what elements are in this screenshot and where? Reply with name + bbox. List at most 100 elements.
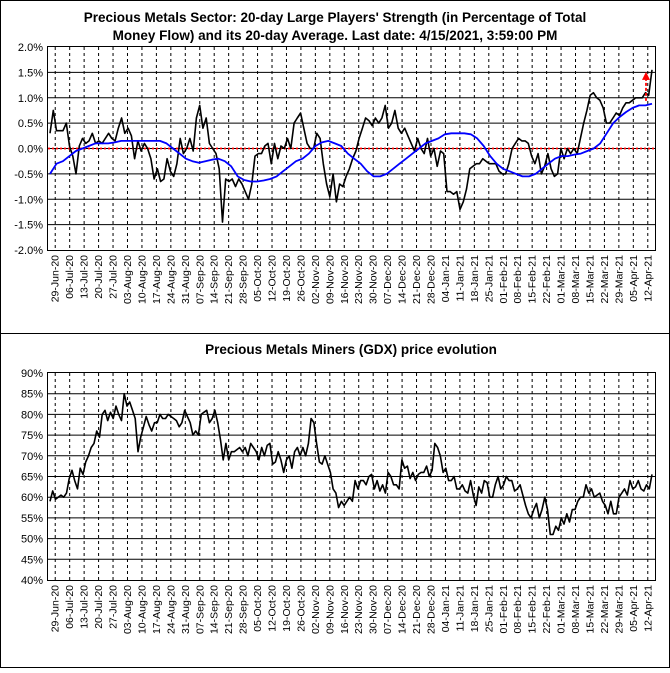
- x-tick-label: 03-Aug-20: [122, 585, 134, 634]
- x-tick-label: 17-Aug-20: [151, 585, 163, 634]
- x-tick-label: 18-Jan-21: [469, 255, 481, 302]
- x-tick-label: 08-Feb-21: [512, 255, 524, 304]
- x-tick-label: 05-Oct-20: [252, 585, 264, 632]
- x-tick-label: 29-Jun-20: [50, 585, 62, 632]
- y-tick-label: 65%: [21, 472, 43, 484]
- y-tick-label: 45%: [21, 554, 43, 566]
- money-flow-panel: Precious Metals Sector: 20-day Large Pla…: [14, 10, 656, 304]
- x-tick-label: 03-Aug-20: [122, 255, 134, 304]
- gdx-title: Precious Metals Miners (GDX) price evolu…: [205, 342, 497, 357]
- x-tick-label: 07-Dec-20: [382, 585, 394, 634]
- x-tick-label: 01-Feb-21: [498, 585, 510, 634]
- x-tick-label: 19-Oct-20: [281, 585, 293, 632]
- x-tick-label: 07-Sep-20: [194, 255, 206, 304]
- x-tick-label: 09-Nov-20: [324, 255, 336, 304]
- x-tick-label: 10-Aug-20: [136, 255, 148, 304]
- x-tick-label: 26-Oct-20: [295, 585, 307, 632]
- x-tick-label: 31-Aug-20: [180, 585, 192, 634]
- x-tick-label: 28-Sep-20: [238, 255, 250, 304]
- y-tick-label: 1.0%: [18, 93, 43, 105]
- x-tick-label: 07-Dec-20: [382, 255, 394, 304]
- x-tick-label: 22-Mar-21: [599, 255, 611, 304]
- y-tick-label: 85%: [21, 389, 43, 401]
- y-tick-label: -1.0%: [14, 194, 43, 206]
- x-tick-label: 06-Jul-20: [64, 255, 76, 299]
- x-tick-label: 08-Mar-21: [570, 255, 582, 304]
- y-tick-label: -0.5%: [14, 169, 43, 181]
- x-tick-label: 01-Feb-21: [498, 255, 510, 304]
- x-tick-label: 21-Sep-20: [223, 255, 235, 304]
- x-tick-label: 28-Dec-20: [425, 255, 437, 304]
- x-tick-label: 14-Sep-20: [209, 585, 221, 634]
- x-tick-label: 05-Apr-21: [628, 585, 640, 632]
- x-tick-label: 12-Oct-20: [267, 585, 279, 632]
- x-tick-label: 21-Dec-20: [411, 585, 423, 634]
- x-tick-label: 31-Aug-20: [180, 255, 192, 304]
- x-tick-label: 23-Nov-20: [353, 585, 365, 634]
- x-tick-label: 14-Dec-20: [397, 255, 409, 304]
- y-tick-label: 0.5%: [18, 118, 43, 130]
- x-tick-label: 30-Nov-20: [368, 585, 380, 634]
- x-tick-label: 12-Oct-20: [267, 255, 279, 302]
- x-tick-label: 29-Mar-21: [613, 255, 625, 304]
- x-tick-label: 27-Jul-20: [108, 255, 120, 299]
- x-tick-label: 04-Jan-21: [440, 585, 452, 632]
- x-tick-label: 20-Jul-20: [93, 585, 105, 629]
- money-flow-series: [49, 69, 653, 223]
- gdx-series: [49, 392, 653, 536]
- x-tick-label: 01-Mar-21: [556, 255, 568, 304]
- x-tick-label: 14-Dec-20: [397, 585, 409, 634]
- x-tick-label: 15-Mar-21: [584, 255, 596, 304]
- y-tick-label: 40%: [21, 575, 43, 587]
- x-tick-label: 16-Nov-20: [339, 255, 351, 304]
- x-tick-label: 22-Feb-21: [541, 255, 553, 304]
- x-tick-label: 17-Aug-20: [151, 255, 163, 304]
- x-tick-label: 04-Jan-21: [440, 255, 452, 302]
- x-tick-label: 08-Mar-21: [570, 585, 582, 634]
- x-tick-label: 06-Jul-20: [64, 585, 76, 629]
- gdx-grid: [48, 373, 655, 580]
- x-tick-label: 22-Mar-21: [599, 585, 611, 634]
- x-tick-label: 14-Sep-20: [209, 255, 221, 304]
- money-flow-grid: [48, 47, 655, 250]
- y-tick-label: 90%: [21, 368, 43, 380]
- x-tick-label: 29-Mar-21: [613, 585, 625, 634]
- x-tick-label: 21-Dec-20: [411, 255, 423, 304]
- divergence-arrow-head: [642, 71, 650, 80]
- x-tick-label: 16-Nov-20: [339, 585, 351, 634]
- x-tick-label: 18-Jan-21: [469, 585, 481, 632]
- x-tick-label: 24-Aug-20: [165, 255, 177, 304]
- x-tick-label: 19-Oct-20: [281, 255, 293, 302]
- money-flow-x-axis: 29-Jun-20 06-Jul-20 13-Jul-20 20-Jul-20 27-J…: [50, 255, 655, 304]
- y-tick-label: 2.0%: [18, 42, 43, 54]
- x-tick-label: 15-Feb-21: [527, 255, 539, 304]
- y-tick-label: -2.0%: [14, 245, 43, 257]
- x-tick-label: 02-Nov-20: [310, 255, 322, 304]
- x-tick-label: 05-Apr-21: [628, 255, 640, 302]
- x-tick-label: 13-Jul-20: [79, 255, 91, 299]
- series-line-0: [49, 392, 653, 536]
- x-tick-label: 01-Mar-21: [556, 585, 568, 634]
- x-tick-label: 21-Sep-20: [223, 585, 235, 634]
- x-tick-label: 02-Nov-20: [310, 585, 322, 634]
- y-tick-label: 0.0%: [18, 144, 43, 156]
- x-tick-label: 15-Feb-21: [527, 585, 539, 634]
- x-tick-label: 25-Jan-21: [483, 255, 495, 302]
- money-flow-title-line1: Precious Metals Sector: 20-day Large Pla…: [84, 10, 587, 25]
- x-tick-label: 22-Feb-21: [541, 585, 553, 634]
- x-tick-label: 09-Nov-20: [324, 585, 336, 634]
- y-tick-label: -1.5%: [14, 220, 43, 232]
- x-tick-label: 25-Jan-21: [483, 585, 495, 632]
- y-tick-label: 50%: [21, 534, 43, 546]
- x-tick-label: 08-Feb-21: [512, 585, 524, 634]
- x-tick-label: 30-Nov-20: [368, 255, 380, 304]
- y-tick-label: 55%: [21, 513, 43, 525]
- x-tick-label: 12-Apr-21: [642, 255, 654, 302]
- y-tick-label: 70%: [21, 451, 43, 463]
- x-tick-label: 23-Nov-20: [353, 255, 365, 304]
- y-tick-label: 60%: [21, 492, 43, 504]
- y-tick-label: 1.5%: [18, 67, 43, 79]
- x-tick-label: 20-Jul-20: [93, 255, 105, 299]
- y-tick-label: 75%: [21, 430, 43, 442]
